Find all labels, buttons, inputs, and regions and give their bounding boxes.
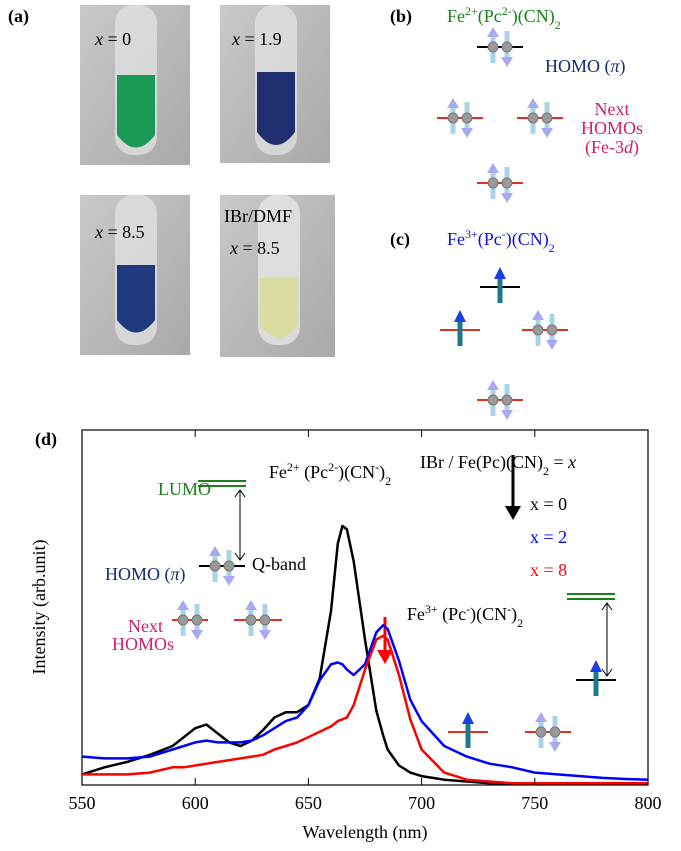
electron bbox=[502, 178, 512, 188]
formula: Fe3+(Pc-)(CN)2 bbox=[447, 227, 555, 255]
spin-up bbox=[487, 380, 499, 390]
spin-down bbox=[546, 340, 558, 350]
electron bbox=[224, 561, 234, 571]
legend-entry: x = 0 bbox=[530, 494, 567, 514]
photo: x = 8.5 bbox=[80, 195, 190, 355]
electron bbox=[502, 42, 512, 52]
electron bbox=[448, 113, 458, 123]
orbital-label: (Fe-3d) bbox=[585, 137, 639, 158]
electron bbox=[536, 727, 546, 737]
legend-entry: x = 8 bbox=[530, 560, 567, 580]
electron bbox=[488, 178, 498, 188]
spin-down bbox=[501, 57, 513, 67]
spin-up bbox=[527, 98, 539, 108]
spin-down bbox=[461, 128, 473, 138]
spin-down bbox=[223, 576, 235, 586]
photo-label: IBr/DMF bbox=[224, 206, 292, 226]
spin-up bbox=[487, 27, 499, 37]
spin-down bbox=[191, 630, 203, 640]
spin-down bbox=[541, 128, 553, 138]
photo: x = 1.9 bbox=[220, 5, 330, 163]
figure: (a) x = 0 x = 1.9 x = 8.5 IBr/DMF x = 8.… bbox=[0, 0, 681, 851]
spin-up bbox=[177, 600, 189, 610]
series-line bbox=[82, 636, 648, 783]
electron bbox=[178, 615, 188, 625]
formula: Fe2+(Pc2-)(CN)2 bbox=[447, 4, 561, 32]
photo-label: x = 8.5 bbox=[229, 238, 280, 258]
spin-down bbox=[259, 630, 271, 640]
q-arrow bbox=[602, 603, 612, 676]
panel-label: (d) bbox=[35, 429, 57, 450]
electron bbox=[462, 113, 472, 123]
annotation: Fe2+ (Pc2-)(CN-)2 bbox=[269, 460, 391, 488]
electron bbox=[260, 615, 270, 625]
panel-label: (a) bbox=[8, 6, 29, 27]
q-arrow bbox=[235, 490, 245, 560]
orbital-label: HOMOs bbox=[581, 118, 643, 138]
x-tick-label: 650 bbox=[295, 793, 322, 813]
electron bbox=[533, 325, 543, 335]
photo-label: x = 0 bbox=[94, 29, 131, 49]
arrow-head bbox=[505, 506, 521, 520]
orbital-label: HOMOs bbox=[112, 634, 174, 654]
electron bbox=[550, 727, 560, 737]
electron bbox=[547, 325, 557, 335]
photo-label: x = 8.5 bbox=[94, 222, 145, 242]
x-tick-label: 700 bbox=[408, 793, 435, 813]
electron bbox=[246, 615, 256, 625]
orbital-label: Q-band bbox=[252, 554, 306, 574]
electron bbox=[542, 113, 552, 123]
spin-up bbox=[462, 712, 474, 724]
spin-up bbox=[209, 546, 221, 556]
spin-up bbox=[447, 98, 459, 108]
spin-down bbox=[501, 410, 513, 420]
orbital-label: Next bbox=[595, 99, 630, 119]
x-tick-label: 550 bbox=[69, 793, 96, 813]
x-tick-label: 600 bbox=[182, 793, 209, 813]
photo-label: x = 1.9 bbox=[231, 29, 282, 49]
x-tick-label: 800 bbox=[635, 793, 662, 813]
legend-entry: x = 2 bbox=[530, 527, 567, 547]
electron bbox=[488, 42, 498, 52]
orbital-label: HOMO (π) bbox=[545, 56, 626, 77]
panel-label: (c) bbox=[390, 229, 410, 250]
annotation: Fe3+ (Pc-)(CN-)2 bbox=[407, 602, 523, 630]
electron bbox=[210, 561, 220, 571]
electron bbox=[488, 395, 498, 405]
spin-down bbox=[549, 742, 561, 752]
photo: IBr/DMF x = 8.5 bbox=[220, 195, 335, 357]
spin-up bbox=[535, 712, 547, 722]
panel-label: (b) bbox=[390, 6, 412, 27]
spin-up bbox=[532, 310, 544, 320]
orbital-label: HOMO (π) bbox=[105, 564, 186, 585]
electron bbox=[192, 615, 202, 625]
spin-up bbox=[487, 163, 499, 173]
spin-up bbox=[454, 310, 466, 322]
electron bbox=[502, 395, 512, 405]
spin-up bbox=[245, 600, 257, 610]
x-tick-label: 750 bbox=[521, 793, 548, 813]
electron bbox=[528, 113, 538, 123]
spin-down bbox=[501, 193, 513, 203]
x-axis-label: Wavelength (nm) bbox=[302, 822, 427, 843]
orbital-label: Next bbox=[128, 616, 163, 636]
legend-title: IBr / Fe(Pc)(CN)2 = x bbox=[420, 452, 576, 478]
spin-up bbox=[494, 267, 506, 279]
y-axis-label: Intensity (arb.unit) bbox=[29, 540, 50, 675]
spin-up bbox=[590, 660, 602, 672]
photo: x = 0 bbox=[80, 5, 190, 165]
